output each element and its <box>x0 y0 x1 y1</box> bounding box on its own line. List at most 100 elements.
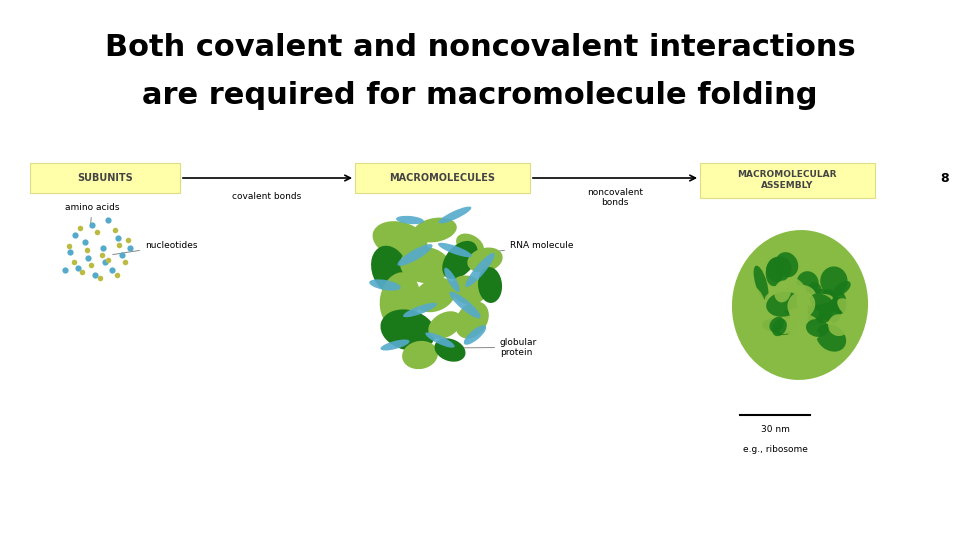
Ellipse shape <box>787 339 822 350</box>
Ellipse shape <box>450 275 486 305</box>
Ellipse shape <box>770 288 795 311</box>
Ellipse shape <box>428 311 462 339</box>
Ellipse shape <box>758 318 778 334</box>
Ellipse shape <box>771 311 789 334</box>
Text: are required for macromolecule folding: are required for macromolecule folding <box>142 80 818 110</box>
Ellipse shape <box>766 292 801 317</box>
Ellipse shape <box>796 298 816 319</box>
Ellipse shape <box>402 341 438 369</box>
Ellipse shape <box>813 326 830 343</box>
Ellipse shape <box>773 292 800 303</box>
Ellipse shape <box>766 258 783 286</box>
Ellipse shape <box>810 299 832 323</box>
Ellipse shape <box>774 314 806 329</box>
Ellipse shape <box>425 332 455 348</box>
Ellipse shape <box>435 338 466 362</box>
Text: globular
protein: globular protein <box>447 338 538 357</box>
Text: SUBUNITS: SUBUNITS <box>77 173 132 183</box>
Ellipse shape <box>455 301 489 339</box>
Ellipse shape <box>466 253 494 287</box>
Ellipse shape <box>443 241 478 279</box>
Ellipse shape <box>787 315 809 343</box>
Ellipse shape <box>837 298 864 322</box>
Ellipse shape <box>372 246 409 294</box>
Ellipse shape <box>397 244 433 266</box>
Ellipse shape <box>791 298 805 313</box>
Ellipse shape <box>800 295 813 308</box>
Ellipse shape <box>834 302 846 314</box>
Ellipse shape <box>828 314 850 336</box>
Text: noncovalent
bonds: noncovalent bonds <box>587 188 643 207</box>
Ellipse shape <box>789 308 808 325</box>
Ellipse shape <box>788 282 805 300</box>
Ellipse shape <box>804 310 821 328</box>
Ellipse shape <box>783 288 797 316</box>
Ellipse shape <box>464 325 486 345</box>
Ellipse shape <box>820 266 848 295</box>
Ellipse shape <box>754 266 768 300</box>
Text: e.g., ribosome: e.g., ribosome <box>743 445 807 454</box>
Ellipse shape <box>804 282 822 301</box>
Ellipse shape <box>438 243 472 257</box>
Ellipse shape <box>809 295 821 319</box>
Ellipse shape <box>771 316 797 335</box>
Ellipse shape <box>449 292 481 319</box>
Ellipse shape <box>780 300 805 312</box>
Ellipse shape <box>791 311 824 325</box>
Ellipse shape <box>772 319 787 336</box>
Ellipse shape <box>380 340 410 350</box>
Ellipse shape <box>821 320 840 339</box>
Text: amino acids: amino acids <box>65 203 119 227</box>
Ellipse shape <box>787 291 815 319</box>
Ellipse shape <box>784 305 799 319</box>
Ellipse shape <box>732 230 868 380</box>
Ellipse shape <box>829 289 847 313</box>
Ellipse shape <box>769 317 784 332</box>
Ellipse shape <box>810 293 835 314</box>
Ellipse shape <box>792 285 810 304</box>
Ellipse shape <box>396 216 424 224</box>
Text: 8: 8 <box>941 172 949 185</box>
Ellipse shape <box>790 292 814 316</box>
Ellipse shape <box>799 294 833 305</box>
Text: nucleotides: nucleotides <box>112 241 198 254</box>
Ellipse shape <box>797 271 819 295</box>
Ellipse shape <box>806 319 828 337</box>
Ellipse shape <box>810 305 830 326</box>
Ellipse shape <box>757 287 784 314</box>
Ellipse shape <box>782 291 808 316</box>
Ellipse shape <box>776 252 798 277</box>
Ellipse shape <box>793 314 818 332</box>
Text: RNA molecule: RNA molecule <box>470 241 573 255</box>
Ellipse shape <box>758 289 774 314</box>
FancyBboxPatch shape <box>30 163 180 193</box>
Ellipse shape <box>370 279 400 291</box>
Ellipse shape <box>816 324 846 352</box>
Ellipse shape <box>793 298 805 315</box>
Ellipse shape <box>800 291 819 309</box>
Ellipse shape <box>781 309 804 335</box>
Ellipse shape <box>771 271 797 294</box>
Text: covalent bonds: covalent bonds <box>232 192 301 201</box>
Text: 30 nm: 30 nm <box>760 425 789 434</box>
Ellipse shape <box>762 275 781 290</box>
Ellipse shape <box>792 266 808 294</box>
Ellipse shape <box>789 330 820 345</box>
Text: MACROMOLECULES: MACROMOLECULES <box>389 173 495 183</box>
FancyBboxPatch shape <box>700 163 875 198</box>
Ellipse shape <box>403 303 437 317</box>
Ellipse shape <box>380 272 420 328</box>
Ellipse shape <box>804 298 829 327</box>
Ellipse shape <box>789 285 816 305</box>
Ellipse shape <box>380 309 436 350</box>
Ellipse shape <box>804 289 834 314</box>
Ellipse shape <box>400 247 450 283</box>
FancyBboxPatch shape <box>355 163 530 193</box>
Ellipse shape <box>413 218 457 242</box>
Ellipse shape <box>743 284 764 307</box>
Ellipse shape <box>796 269 811 291</box>
Ellipse shape <box>762 319 783 332</box>
Ellipse shape <box>812 319 832 340</box>
Ellipse shape <box>766 256 791 282</box>
Ellipse shape <box>741 309 770 336</box>
